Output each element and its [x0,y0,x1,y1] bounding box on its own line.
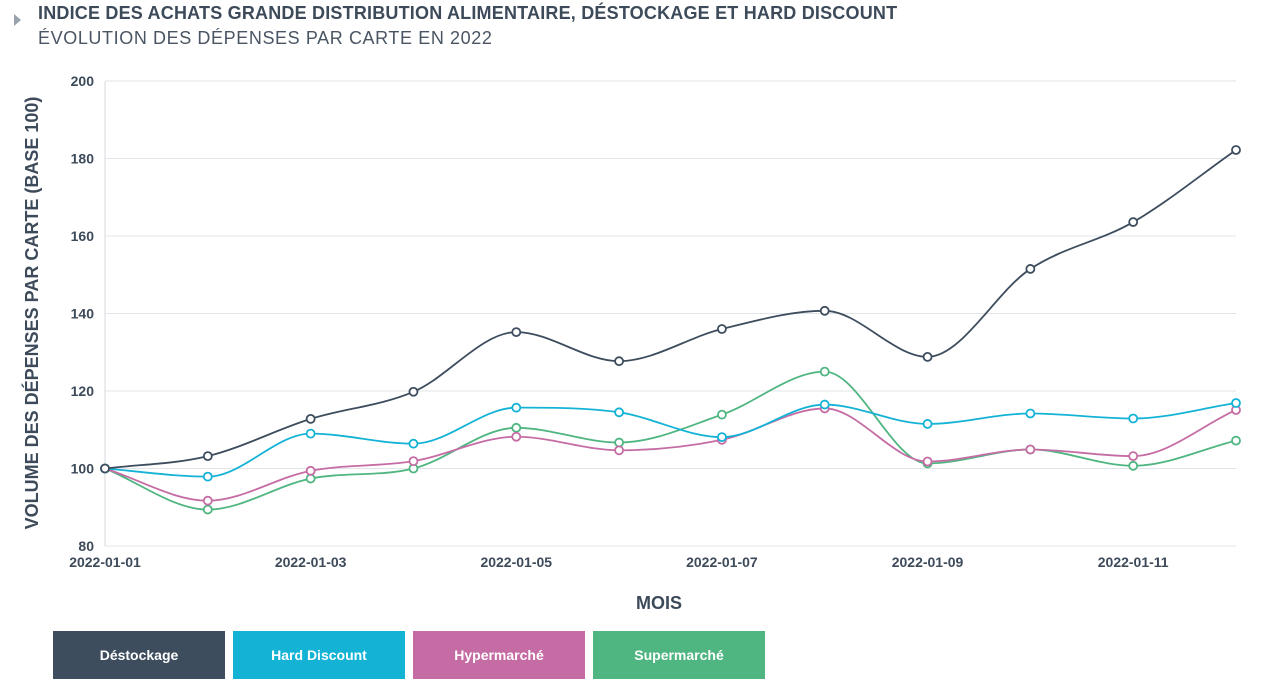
y-tick-label: 180 [71,151,95,167]
data-point-destockage[interactable] [819,305,830,316]
data-point-destockage[interactable] [1025,264,1036,274]
x-tick-label: 2022-01-11 [1098,554,1169,570]
data-point-supermarche[interactable] [1231,435,1241,446]
series-destockage [100,145,1241,474]
data-point-destockage[interactable] [922,351,933,362]
data-point-hard-discount[interactable] [1128,413,1139,424]
data-point-supermarche[interactable] [819,366,830,377]
grid-lines [104,80,1236,547]
collapse-caret-icon[interactable] [14,14,21,26]
data-point-hard-discount[interactable] [408,438,419,449]
data-point-hard-discount[interactable] [717,432,727,443]
data-point-hypermarche[interactable] [922,456,933,467]
y-tick-label: 120 [71,383,95,399]
data-point-supermarche[interactable] [717,409,727,420]
data-point-hard-discount[interactable] [922,419,933,429]
data-point-hypermarche[interactable] [614,445,624,456]
data-point-destockage[interactable] [614,356,624,367]
data-point-hard-discount[interactable] [511,402,522,413]
series-line-hypermarche [104,407,1237,502]
x-axis-ticks: 2022-01-01 2022-01-03 2022-01-05 2022-01-07… [69,554,1169,570]
legend: Déstockage Hard Discount Hypermarché Sup… [53,631,765,679]
series-hard-discount [100,398,1241,482]
series-layer [100,145,1241,515]
chart-title: INDICE DES ACHATS GRANDE DISTRIBUTION AL… [38,3,898,23]
data-point-destockage[interactable] [1128,217,1139,227]
data-point-supermarche[interactable] [202,504,213,515]
data-point-destockage[interactable] [717,324,727,334]
data-point-destockage[interactable] [202,451,213,462]
series-line-hard-discount [104,402,1237,478]
data-point-hard-discount[interactable] [614,407,624,418]
x-tick-label: 2022-01-07 [686,554,758,570]
legend-item-hypermarche[interactable]: Hypermarché [413,631,585,679]
x-axis-label: MOIS [636,593,682,613]
data-point-hypermarche[interactable] [1025,444,1036,455]
x-tick-label: 2022-01-03 [275,554,347,570]
data-point-supermarche[interactable] [614,437,624,448]
x-tick-label: 2022-01-05 [480,554,552,570]
legend-item-hard-discount[interactable]: Hard Discount [233,631,405,679]
series-line-supermarche [104,370,1237,511]
x-tick-label: 2022-01-01 [69,554,141,570]
series-line-destockage [104,149,1237,470]
y-tick-label: 160 [71,228,95,244]
data-point-destockage[interactable] [100,463,110,474]
data-point-supermarche[interactable] [511,422,522,433]
data-point-destockage[interactable] [511,327,522,338]
data-point-destockage[interactable] [408,386,419,397]
series-supermarche [100,366,1241,515]
y-tick-label: 140 [71,306,95,322]
y-axis-label: VOLUME DES DÉPENSES PAR CARTE (BASE 100) [21,97,42,530]
data-point-hard-discount[interactable] [202,471,213,482]
y-tick-label: 200 [71,73,95,89]
chart-subtitle: ÉVOLUTION DES DÉPENSES PAR CARTE EN 2022 [38,28,493,48]
y-axis-ticks: 80 100 120 140 160 180 200 [71,73,95,554]
data-point-hypermarche[interactable] [408,456,419,467]
y-tick-label: 80 [78,538,94,554]
data-point-supermarche[interactable] [305,473,316,484]
data-point-hard-discount[interactable] [1231,398,1241,408]
x-tick-label: 2022-01-09 [892,554,964,570]
legend-item-supermarche[interactable]: Supermarché [593,631,765,679]
data-point-destockage[interactable] [1231,145,1241,155]
data-point-hard-discount[interactable] [1025,408,1036,419]
data-point-hard-discount[interactable] [819,399,830,410]
data-point-hard-discount[interactable] [305,428,316,439]
data-point-hypermarche[interactable] [511,431,522,442]
data-point-supermarche[interactable] [1128,460,1139,471]
data-point-hypermarche[interactable] [1128,451,1139,462]
data-point-hypermarche[interactable] [305,465,316,476]
legend-item-destockage[interactable]: Déstockage [53,631,225,679]
data-point-destockage[interactable] [305,413,316,424]
data-point-hypermarche[interactable] [202,495,213,506]
y-tick-label: 100 [71,461,95,477]
